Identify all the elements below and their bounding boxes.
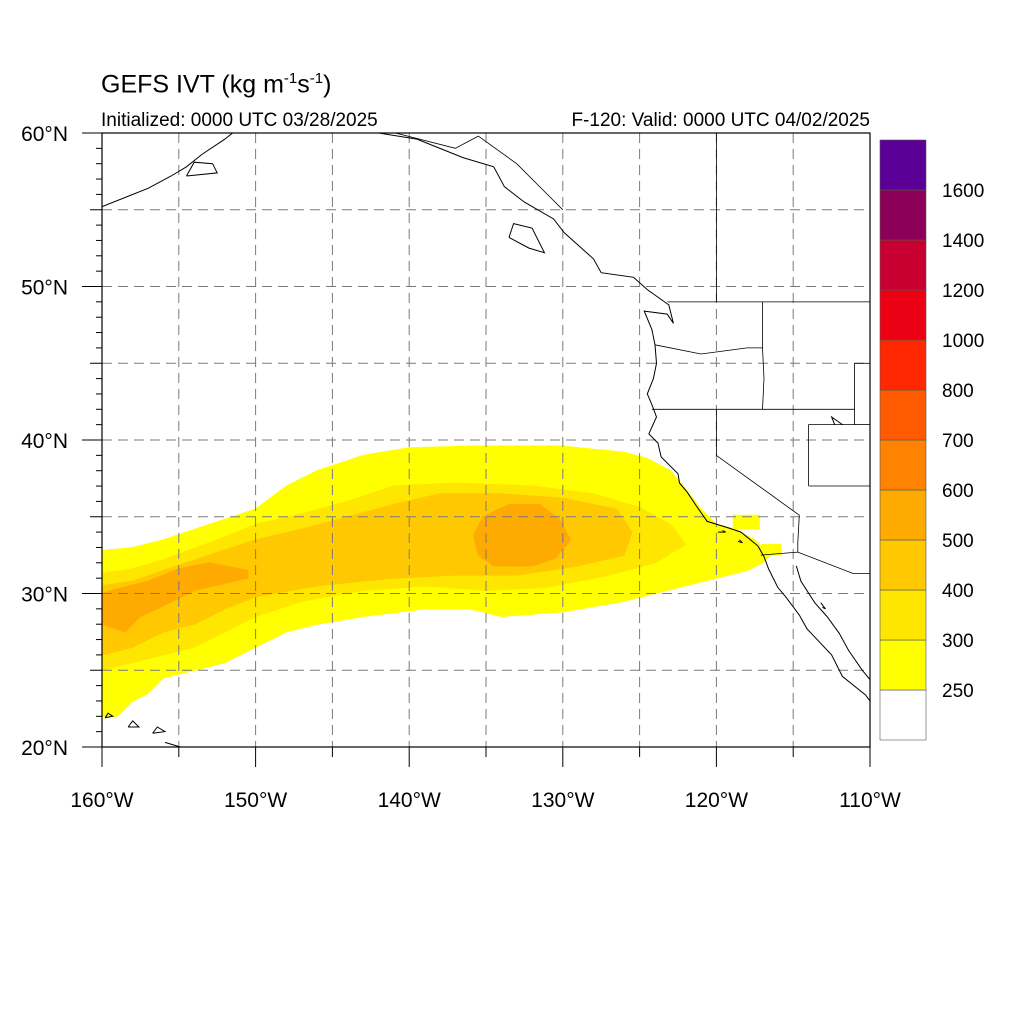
lat-label: 60°N bbox=[21, 123, 68, 146]
coastline bbox=[737, 539, 743, 544]
coastline bbox=[164, 741, 181, 747]
political-border bbox=[654, 344, 763, 355]
coastline bbox=[795, 565, 870, 680]
coastline bbox=[820, 602, 826, 610]
state-borders bbox=[395, 133, 870, 574]
coastline bbox=[648, 433, 870, 702]
political-border bbox=[716, 409, 800, 516]
ivt-band-250 bbox=[762, 543, 782, 556]
colorbar-swatch bbox=[879, 489, 927, 541]
lon-label: 120°W bbox=[685, 789, 748, 812]
lon-label: 130°W bbox=[531, 789, 594, 812]
colorbar-label: 250 bbox=[942, 681, 974, 702]
ivt-band-500 bbox=[102, 562, 249, 633]
political-border bbox=[808, 363, 855, 486]
colorbar-swatch bbox=[879, 639, 927, 691]
lat-label: 50°N bbox=[21, 277, 68, 300]
coastline bbox=[378, 133, 674, 435]
colorbar: 250 300 400 500 600 700 800 1000 1200 1400 1600 bbox=[879, 139, 984, 741]
colorbar-label: 1600 bbox=[942, 181, 984, 202]
lat-label: 30°N bbox=[21, 584, 68, 607]
colorbar-swatch bbox=[879, 189, 927, 241]
colorbar-swatch bbox=[879, 239, 927, 291]
ivt-band-500 bbox=[473, 504, 572, 567]
axis-ticks bbox=[82, 132, 871, 767]
colorbar-label: 300 bbox=[942, 631, 974, 652]
colorbar-swatch bbox=[879, 339, 927, 391]
init-time-label: Initialized: 0000 UTC 03/28/2025 bbox=[101, 110, 378, 131]
colorbar-swatch bbox=[879, 539, 927, 591]
coastline bbox=[508, 223, 546, 254]
lat-label: 40°N bbox=[21, 430, 68, 453]
political-border bbox=[797, 515, 800, 553]
colorbar-label: 1400 bbox=[942, 231, 984, 252]
colorbar-swatch bbox=[879, 139, 927, 191]
coastline bbox=[127, 720, 141, 728]
ivt-band-250 bbox=[732, 514, 760, 530]
colorbar-label: 1200 bbox=[942, 281, 984, 302]
political-border bbox=[762, 301, 765, 410]
coastlines bbox=[102, 133, 870, 747]
colorbar-label: 500 bbox=[942, 531, 974, 552]
graticule bbox=[102, 133, 870, 747]
coastline bbox=[830, 415, 843, 426]
colorbar-swatch bbox=[879, 289, 927, 341]
lat-label: 20°N bbox=[21, 737, 68, 760]
colorbar-label: 400 bbox=[942, 581, 974, 602]
colorbar-label: 1000 bbox=[942, 331, 984, 352]
ivt-shading bbox=[102, 445, 782, 717]
coastline bbox=[104, 712, 115, 719]
coastline bbox=[102, 133, 233, 208]
colorbar-label: 700 bbox=[942, 431, 974, 452]
colorbar-label: 600 bbox=[942, 481, 974, 502]
lon-label: 160°W bbox=[70, 789, 133, 812]
colorbar-swatch bbox=[879, 439, 927, 491]
lon-label: 150°W bbox=[224, 789, 287, 812]
lon-label: 140°W bbox=[378, 789, 441, 812]
coastline bbox=[152, 726, 167, 734]
axis-labels: 160°W 150°W 140°W 130°W 120°W 110°W 20°N 30°N 40… bbox=[21, 123, 901, 812]
colorbar-swatch bbox=[879, 689, 927, 741]
lon-label: 110°W bbox=[839, 789, 901, 812]
map-title: GEFS IVT (kg m-1s-1) bbox=[101, 70, 332, 99]
coastline bbox=[717, 530, 726, 533]
coastline bbox=[186, 161, 218, 177]
colorbar-label: 800 bbox=[942, 381, 974, 402]
colorbar-swatch bbox=[879, 589, 927, 641]
political-border bbox=[760, 551, 870, 574]
valid-time-label: F-120: Valid: 0000 UTC 04/02/2025 bbox=[571, 110, 870, 131]
political-border bbox=[395, 133, 564, 211]
colorbar-swatch bbox=[879, 389, 927, 441]
